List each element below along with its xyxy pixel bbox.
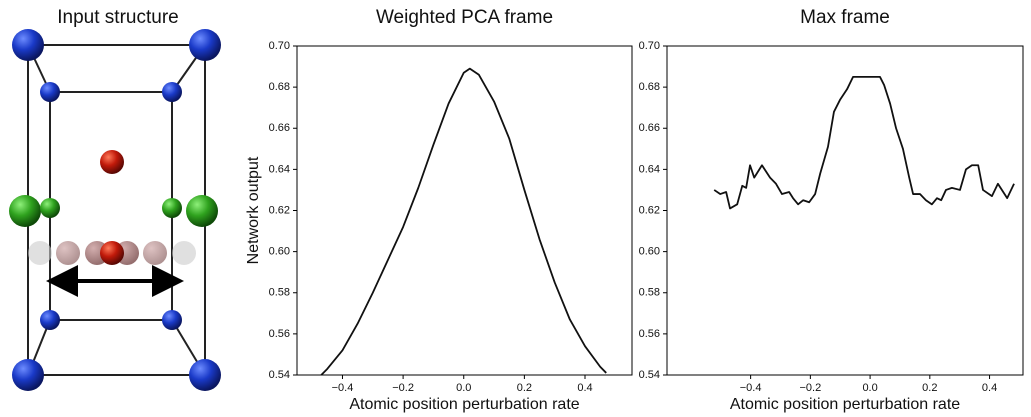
x-tick-label: −0.2 [392, 382, 414, 394]
y-tick-label: 0.62 [639, 204, 660, 216]
y-tick-label: 0.70 [639, 40, 660, 52]
y-tick-label: 0.62 [269, 204, 290, 216]
y-axis-label: Network output [245, 156, 262, 264]
chart-title: Max frame [800, 7, 890, 28]
x-axis-label: Atomic position perturbation rate [730, 396, 960, 413]
x-tick-label: 0.2 [517, 382, 532, 394]
crystal-illustration: Input structure [9, 7, 221, 391]
y-tick-label: 0.60 [639, 246, 660, 258]
x-tick-label: 0.4 [982, 382, 997, 394]
data-line [713, 75, 1015, 210]
y-tick-label: 0.68 [639, 81, 660, 93]
plot-frame [296, 45, 633, 376]
y-tick-label: 0.64 [639, 163, 660, 175]
y-tick-label: 0.54 [639, 369, 660, 381]
x-tick-label: 0.4 [577, 382, 592, 394]
y-tick-label: 0.54 [269, 369, 290, 381]
y-tick-label: 0.58 [269, 287, 290, 299]
illustration-title: Input structure [57, 7, 178, 28]
y-tick-label: 0.58 [639, 287, 660, 299]
data-line [320, 67, 607, 376]
y-tick-label: 0.66 [639, 122, 660, 134]
x-tick-label: −0.4 [332, 382, 354, 394]
x-tick-label: 0.0 [456, 382, 471, 394]
y-tick-label: 0.64 [269, 163, 290, 175]
x-tick-label: −0.2 [799, 382, 821, 394]
y-tick-label: 0.68 [269, 81, 290, 93]
x-tick-label: 0.0 [862, 382, 877, 394]
y-tick-label: 0.60 [269, 246, 290, 258]
x-tick-label: −0.4 [740, 382, 762, 394]
y-tick-label: 0.56 [269, 328, 290, 340]
y-tick-label: 0.66 [269, 122, 290, 134]
x-tick-label: 0.2 [922, 382, 937, 394]
y-tick-label: 0.56 [639, 328, 660, 340]
plot-frame [666, 45, 1024, 376]
x-axis-label: Atomic position perturbation rate [349, 396, 579, 413]
y-tick-label: 0.70 [269, 40, 290, 52]
chart-title: Weighted PCA frame [376, 7, 553, 28]
